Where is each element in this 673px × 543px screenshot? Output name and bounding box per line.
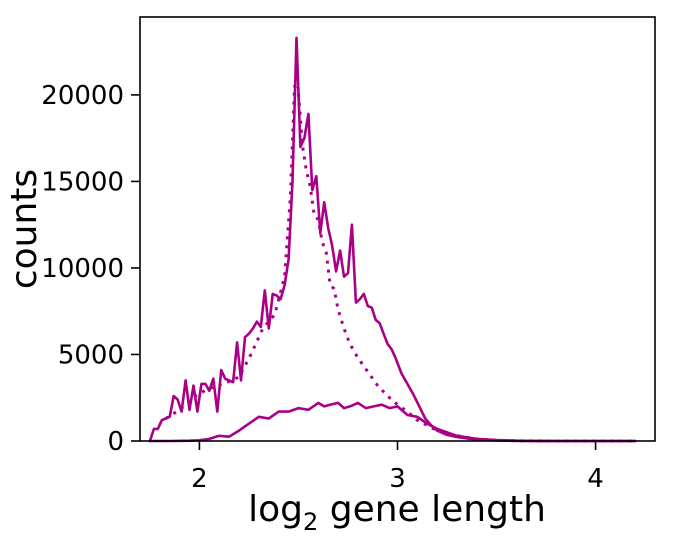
x-tick-label-1: 3 — [389, 464, 406, 494]
x-axis-label-rest: gene length — [318, 489, 546, 530]
series-line-1 — [165, 84, 636, 443]
plot-frame — [139, 16, 656, 442]
x-tick-label-0: 2 — [191, 464, 208, 494]
tick-labels: 2 3 4 0 5000 10000 15000 20000 — [41, 81, 604, 494]
series-line-2 — [148, 401, 637, 443]
series-line-0 — [148, 36, 637, 443]
axis-ticks — [131, 94, 597, 450]
y-axis-label: counts — [4, 169, 45, 289]
series-layer — [148, 36, 637, 443]
y-tick-label-3: 15000 — [41, 167, 124, 197]
y-tick-label-1: 5000 — [58, 340, 124, 370]
y-tick-label-4: 20000 — [41, 81, 124, 111]
x-axis-label: log2 gene length — [248, 489, 546, 536]
x-axis-label-subscript: 2 — [303, 508, 318, 536]
y-tick-label-0: 0 — [107, 427, 124, 457]
x-tick-label-2: 4 — [587, 464, 604, 494]
x-axis-label-main: log — [248, 489, 303, 530]
y-tick-label-2: 10000 — [41, 254, 124, 284]
